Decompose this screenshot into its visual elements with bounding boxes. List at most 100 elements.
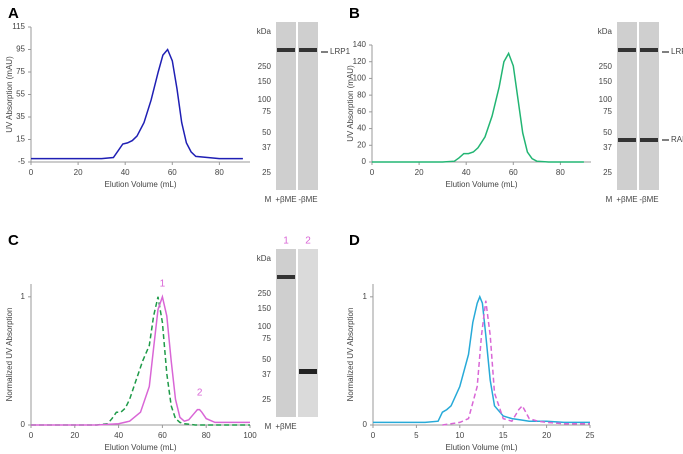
data-line	[372, 51, 584, 163]
gel-band	[277, 48, 295, 52]
gel-annotation: LRP1	[671, 47, 683, 56]
gel-unit: kDa	[257, 254, 272, 263]
y-tick-label: 0	[363, 420, 368, 429]
x-tick-label: 40	[462, 168, 471, 177]
gel-lane-label: -βME	[639, 195, 658, 204]
x-tick-label: 0	[371, 431, 376, 440]
x-tick-label: 80	[215, 168, 224, 177]
panel-label: D	[349, 232, 360, 249]
x-axis-label: Elution Volume (mL)	[445, 443, 517, 452]
panel: B 0 20 40 60 80 100 120 140 0 20 40 60 80 Elution Volu…	[346, 5, 683, 204]
gel-marker: 150	[258, 77, 272, 86]
gel-annotation: RAP	[671, 135, 683, 144]
gel-band	[618, 138, 636, 142]
gel-annotation: LRP1	[330, 47, 351, 56]
gel-marker: 25	[262, 168, 271, 177]
gel-marker: 250	[258, 62, 272, 71]
y-tick-label: 120	[353, 57, 367, 66]
panel: A -5 15 35 55 75 95 115 0 20 40 60 80 Elution Volume …	[5, 5, 350, 204]
annotation: 2	[197, 388, 203, 399]
gel-lane	[639, 22, 659, 190]
y-tick-label: 40	[357, 124, 366, 133]
gel-marker: 250	[599, 62, 613, 71]
y-tick-label: 35	[16, 112, 25, 121]
y-axis-label: UV Absorption (mAU)	[5, 56, 14, 133]
y-axis-label: Normalized UV Absorption	[346, 308, 355, 402]
x-tick-label: 40	[121, 168, 130, 177]
data-line	[31, 48, 243, 160]
gel-unit: kDa	[598, 27, 613, 36]
y-axis-label: Normalized UV Absorption	[5, 308, 14, 402]
gel-marker: 25	[603, 168, 612, 177]
x-tick-label: 15	[499, 431, 508, 440]
y-tick-label: 0	[21, 420, 26, 429]
panel-label: C	[8, 232, 19, 249]
gel-marker: 37	[603, 143, 612, 152]
gel-lane-number: 2	[305, 236, 311, 247]
data-line	[373, 294, 590, 424]
gel-lane	[276, 22, 296, 190]
x-tick-label: 20	[74, 168, 83, 177]
y-tick-label: 55	[16, 90, 25, 99]
y-tick-label: 95	[16, 45, 25, 54]
gel-marker: 100	[258, 95, 272, 104]
x-tick-label: 20	[415, 168, 424, 177]
gel-marker: 100	[258, 322, 272, 331]
gel-marker: 37	[262, 370, 271, 379]
gel-lane-label: +βME	[275, 422, 296, 431]
y-tick-label: 60	[357, 107, 366, 116]
gel-marker: 50	[262, 355, 271, 364]
gel-band	[640, 48, 658, 52]
x-axis-label: Elution Volume (mL)	[104, 180, 176, 189]
x-tick-label: 80	[556, 168, 565, 177]
y-tick-label: 100	[353, 74, 367, 83]
gel-lane	[298, 22, 318, 190]
y-tick-label: 15	[16, 135, 25, 144]
y-tick-label: 1	[21, 292, 26, 301]
gel-band	[299, 369, 317, 374]
x-tick-label: 10	[455, 431, 464, 440]
data-line	[31, 296, 250, 426]
gel-lane	[276, 249, 296, 417]
x-tick-label: 100	[243, 431, 257, 440]
x-axis-label: Elution Volume (mL)	[104, 443, 176, 452]
x-tick-label: 60	[158, 431, 167, 440]
x-tick-label: 0	[29, 168, 34, 177]
gel-marker: 50	[603, 128, 612, 137]
gel-lane-label: M	[606, 195, 613, 204]
gel-band	[277, 275, 295, 279]
gel-lane-number: 1	[283, 236, 289, 247]
y-tick-label: 75	[16, 67, 25, 76]
gel-lane-label: +βME	[616, 195, 637, 204]
x-tick-label: 40	[114, 431, 123, 440]
x-tick-label: 25	[586, 431, 595, 440]
panel-label: A	[8, 5, 19, 22]
x-tick-label: 60	[168, 168, 177, 177]
gel-marker: 50	[262, 128, 271, 137]
gel-marker: 75	[603, 107, 612, 116]
y-axis-label: UV Absorption (mAU)	[346, 65, 355, 142]
gel-unit: kDa	[257, 27, 272, 36]
gel-marker: 150	[599, 77, 613, 86]
x-tick-label: 5	[414, 431, 419, 440]
gel-marker: 250	[258, 289, 272, 298]
y-tick-label: 115	[12, 22, 25, 31]
data-line	[31, 294, 250, 426]
data-line	[442, 300, 590, 426]
y-tick-label: -5	[18, 157, 26, 166]
gel-lane-label: M	[265, 422, 272, 431]
gel-band	[298, 249, 318, 417]
gel-lane	[617, 22, 637, 190]
gel-lane-label: +βME	[275, 195, 296, 204]
y-tick-label: 20	[357, 140, 366, 149]
gel-band	[618, 48, 636, 52]
x-axis-label: Elution Volume (mL)	[445, 180, 517, 189]
gel-marker: 75	[262, 334, 271, 343]
gel-band	[299, 48, 317, 52]
gel-marker: 100	[599, 95, 613, 104]
x-tick-label: 0	[29, 431, 34, 440]
x-tick-label: 20	[542, 431, 551, 440]
